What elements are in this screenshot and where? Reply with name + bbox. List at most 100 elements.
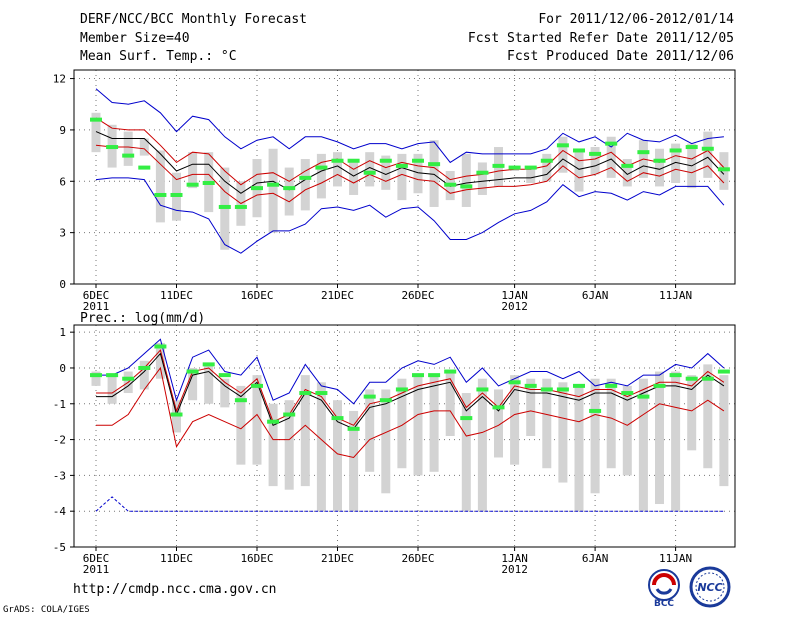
fcst-produced-date: Fcst Produced Date 2011/12/06 <box>507 49 734 64</box>
spread-box <box>510 375 520 465</box>
x-tick-label: 21DEC <box>321 289 354 302</box>
spread-box <box>671 143 681 183</box>
spread-box <box>316 382 326 512</box>
y-tick-label: 3 <box>59 227 66 240</box>
y-tick-label: 6 <box>59 175 66 188</box>
spread-box <box>155 150 165 223</box>
spread-box <box>558 136 568 173</box>
observed-marker <box>589 408 602 413</box>
x-tick-label: 16DEC <box>240 552 273 565</box>
observed-marker <box>347 426 360 431</box>
spread-box <box>365 152 375 187</box>
y-tick-label: -4 <box>53 505 67 518</box>
observed-marker <box>315 165 328 170</box>
x-tick-year-label: 2012 <box>501 563 528 576</box>
precip-axis-label: Prec.: log(mm/d) <box>80 311 205 326</box>
observed-marker <box>363 394 376 399</box>
series-lower-line <box>95 144 725 205</box>
observed-marker <box>428 162 441 167</box>
spread-box <box>284 400 294 490</box>
plot-frame <box>73 324 736 548</box>
spread-box <box>542 378 552 469</box>
x-tick-label: 6DEC <box>83 289 110 302</box>
spread-box <box>123 131 133 166</box>
x-tick-label: 26DEC <box>401 289 434 302</box>
observed-marker <box>540 158 553 163</box>
observed-marker <box>122 153 135 158</box>
spread-box <box>333 400 342 512</box>
spread-box <box>284 167 294 216</box>
spread-box <box>461 153 471 207</box>
observed-marker <box>331 158 344 163</box>
observed-marker <box>637 150 650 155</box>
observed-marker <box>170 412 183 417</box>
observed-marker <box>476 170 489 175</box>
y-tick-label: 1 <box>59 326 66 339</box>
x-tick-year-label: 2011 <box>83 300 110 313</box>
bcc-logo: BCC <box>648 569 680 609</box>
spread-box <box>268 403 278 487</box>
observed-marker <box>508 165 521 170</box>
spread-box <box>300 375 310 487</box>
observed-marker <box>589 151 602 156</box>
spread-box <box>558 382 568 483</box>
observed-marker <box>573 148 585 153</box>
spread-box <box>381 155 391 190</box>
observed-marker <box>540 387 553 392</box>
observed-marker <box>299 175 312 180</box>
observed-marker <box>106 373 119 378</box>
series-mean-line <box>96 352 725 430</box>
spread-box <box>349 410 359 512</box>
x-tick-label: 6DEC <box>83 552 110 565</box>
observed-marker <box>251 186 263 191</box>
spread-box <box>703 131 713 178</box>
x-tick-label: 11DEC <box>160 552 193 565</box>
observed-marker <box>685 145 698 150</box>
observed-marker <box>186 182 199 187</box>
spread-box <box>91 112 101 153</box>
observed-marker <box>138 365 151 370</box>
spread-box <box>107 375 117 404</box>
spread-box <box>606 136 616 178</box>
spread-box <box>188 367 198 401</box>
observed-marker <box>508 380 521 385</box>
spread-box <box>622 385 632 476</box>
source-url[interactable]: http://cmdp.ncc.cma.gov.cn <box>73 582 277 597</box>
observed-marker <box>621 391 634 396</box>
spread-box <box>671 371 681 512</box>
spread-box <box>622 159 632 187</box>
observed-marker <box>267 419 280 424</box>
bcc-logo-text: BCC <box>654 599 674 609</box>
spread-box <box>204 364 214 404</box>
member-size: Member Size=40 <box>80 31 190 46</box>
series-max-line <box>95 88 724 164</box>
plot-frame <box>73 69 736 285</box>
observed-marker <box>315 391 328 396</box>
series-mean-line <box>95 131 725 194</box>
spread-box <box>526 378 536 436</box>
observed-marker <box>621 163 634 168</box>
x-tick-label: 11JAN <box>659 289 692 302</box>
spread-box <box>574 385 584 512</box>
spread-box <box>590 147 600 175</box>
observed-marker <box>202 362 215 367</box>
observed-marker <box>605 141 618 146</box>
spread-box <box>413 375 423 476</box>
observed-marker <box>717 369 730 374</box>
observed-marker <box>122 376 135 381</box>
spread-box <box>139 138 149 156</box>
spread-box <box>429 140 439 207</box>
spread-box <box>606 378 616 469</box>
spread-box <box>252 375 262 465</box>
y-tick-label: 9 <box>59 124 66 137</box>
observed-marker <box>605 383 618 388</box>
x-tick-label: 26DEC <box>401 552 434 565</box>
spread-box <box>461 393 471 512</box>
observed-marker <box>299 391 312 396</box>
x-tick-label: 6JAN <box>582 289 609 302</box>
spread-box <box>268 148 278 233</box>
observed-marker <box>186 369 199 374</box>
observed-marker <box>331 416 344 421</box>
observed-marker <box>460 416 473 421</box>
